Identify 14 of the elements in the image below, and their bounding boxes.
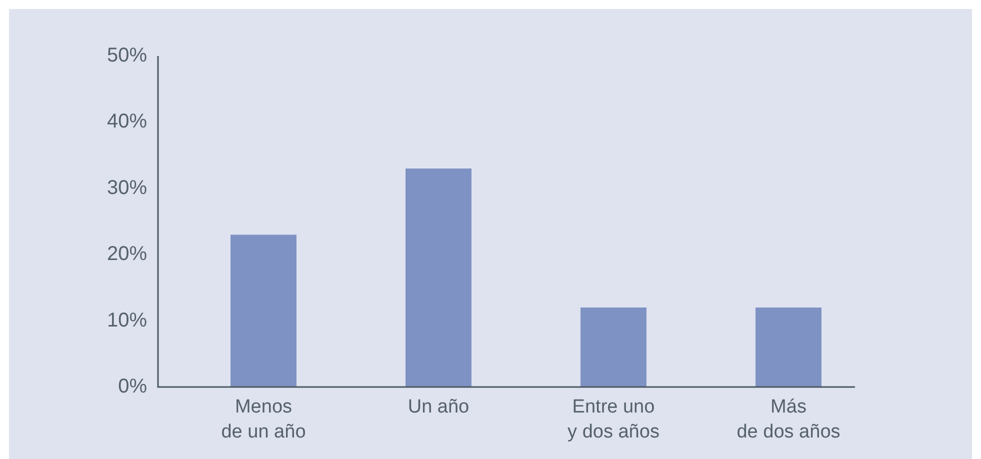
bar bbox=[580, 308, 646, 387]
bar bbox=[230, 234, 296, 387]
y-tick-label: 0% bbox=[118, 376, 148, 398]
x-tick-label: Un año bbox=[408, 396, 470, 418]
x-tick-label: Entre uno y dos años bbox=[568, 396, 660, 442]
y-tick-label: 10% bbox=[106, 309, 148, 332]
y-tick-label: 30% bbox=[106, 176, 148, 199]
bar bbox=[406, 168, 472, 387]
y-tick-label: 20% bbox=[106, 243, 148, 266]
y-tick-label: 50% bbox=[106, 44, 148, 67]
y-tick-label: 40% bbox=[106, 110, 148, 133]
bar bbox=[756, 308, 822, 387]
x-tick-label: Más de dos años bbox=[736, 396, 840, 442]
x-tick-label: Menos de un año bbox=[221, 396, 306, 442]
